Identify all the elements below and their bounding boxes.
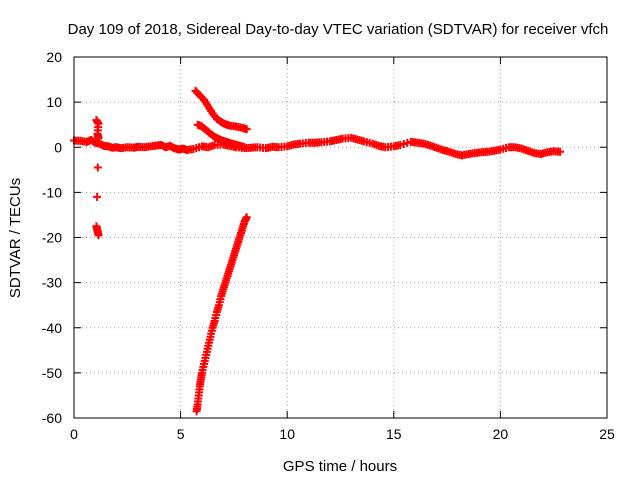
y-tick-label: 20 [46, 49, 62, 65]
plot-frame [73, 56, 608, 419]
y-tick-label: 0 [54, 139, 62, 155]
tick-labels: 0 5 10 15 20 25 -60 -50 -40 -30 -20 -10 0 10 20 [42, 49, 615, 442]
y-tick-label: -40 [42, 320, 62, 336]
data-point [94, 134, 103, 143]
data-point [242, 125, 251, 134]
data-point [94, 231, 103, 240]
x-tick-label: 10 [279, 426, 295, 442]
series-descending-branch [192, 213, 251, 416]
data-point [240, 143, 249, 152]
series-upper-arc [191, 86, 251, 134]
axis-ticks [73, 56, 608, 419]
series-middle-arc [193, 120, 249, 152]
y-tick-label: -20 [42, 230, 62, 246]
series-baseline [70, 133, 565, 160]
chart-title: Day 109 of 2018, Sidereal Day-to-day VTE… [68, 21, 609, 38]
y-tick-label: -10 [42, 184, 62, 200]
x-tick-label: 15 [386, 426, 402, 442]
grid-lines [74, 57, 607, 418]
series-early-outliers [92, 116, 103, 240]
y-tick-label: 10 [46, 94, 62, 110]
x-tick-label: 5 [177, 426, 185, 442]
x-tick-label: 20 [493, 426, 509, 442]
x-tick-label: 0 [70, 426, 78, 442]
data-point [556, 147, 565, 156]
x-tick-label: 25 [599, 426, 615, 442]
y-tick-label: -60 [42, 410, 62, 426]
y-tick-label: -30 [42, 275, 62, 291]
data-points [70, 86, 565, 416]
y-tick-label: -50 [42, 365, 62, 381]
x-axis-label: GPS time / hours [283, 458, 397, 475]
data-point [93, 163, 102, 172]
data-point [242, 213, 251, 222]
y-axis-label: SDTVAR / TECUs [7, 178, 24, 298]
data-point [93, 192, 102, 201]
